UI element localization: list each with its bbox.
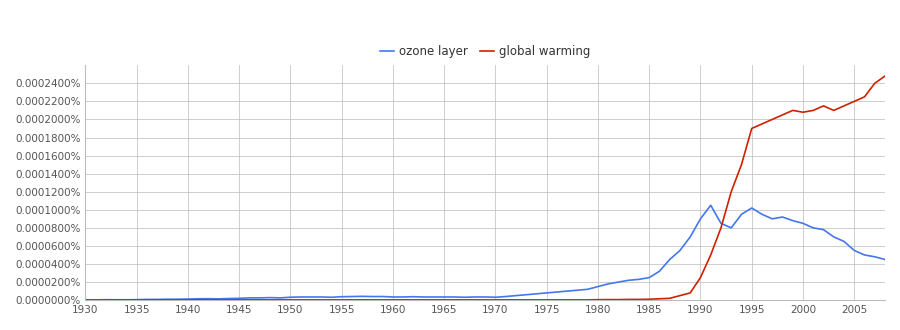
ozone layer	[274, 296, 285, 300]
global warming	[80, 298, 91, 302]
ozone layer	[879, 257, 890, 261]
Line: global warming: global warming	[86, 76, 885, 300]
global warming	[408, 298, 418, 302]
ozone layer	[80, 298, 91, 302]
global warming	[541, 298, 552, 302]
global warming	[879, 74, 890, 78]
Legend: ozone layer, global warming: ozone layer, global warming	[375, 41, 595, 63]
Line: ozone layer: ozone layer	[86, 205, 885, 300]
ozone layer	[398, 295, 409, 299]
ozone layer	[664, 257, 675, 261]
ozone layer	[706, 203, 716, 207]
ozone layer	[541, 291, 552, 295]
global warming	[398, 298, 409, 302]
global warming	[274, 298, 285, 302]
global warming	[295, 298, 306, 302]
ozone layer	[295, 295, 306, 299]
global warming	[664, 296, 675, 300]
ozone layer	[408, 295, 418, 299]
